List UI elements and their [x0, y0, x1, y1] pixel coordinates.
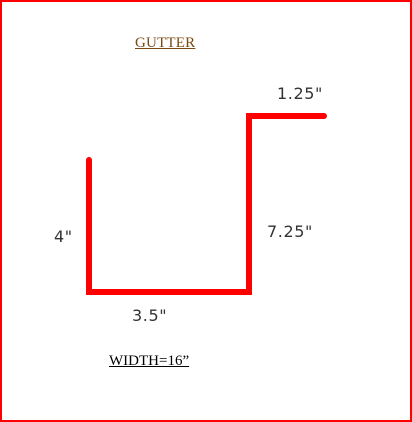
total-width-label: WIDTH=16” — [109, 353, 190, 369]
gutter-profile-line — [86, 113, 327, 295]
diagram-title: GUTTER — [135, 35, 196, 51]
bottom-dimension: 3.5" — [132, 306, 168, 325]
left-side-dimension: 4" — [54, 227, 73, 246]
right-side-dimension: 7.25" — [267, 222, 313, 241]
top-flange-dimension: 1.25" — [277, 84, 323, 103]
